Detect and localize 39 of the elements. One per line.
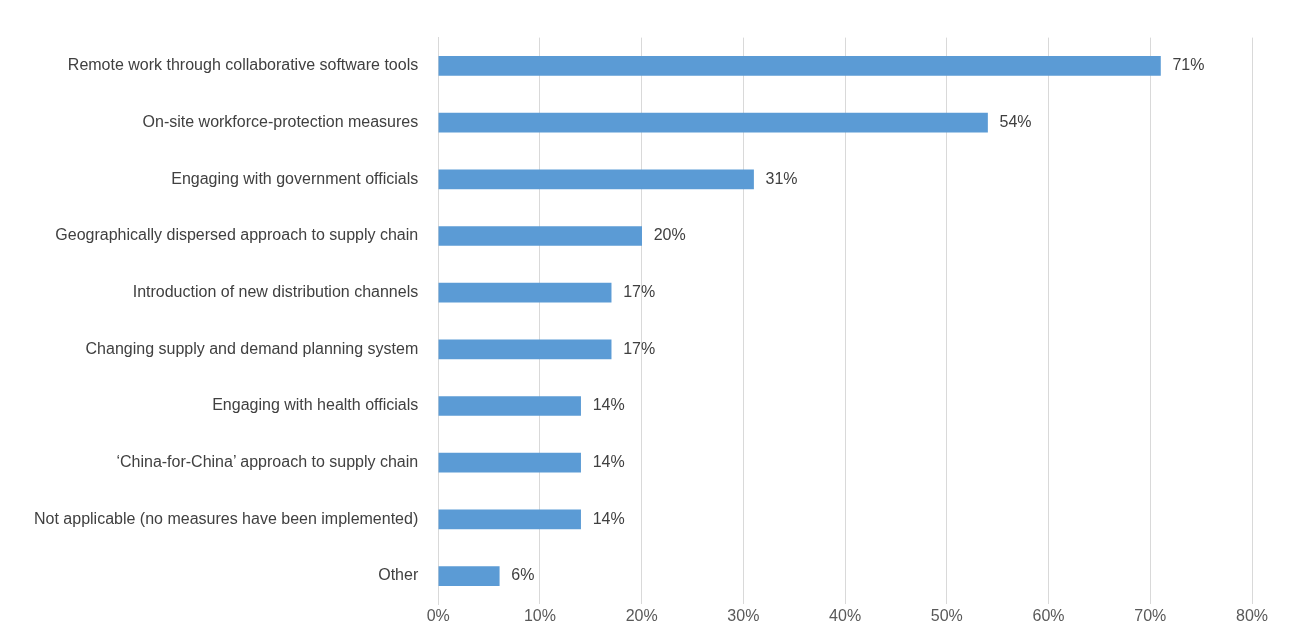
data-label: 71%: [1172, 56, 1205, 74]
bar: [438, 56, 1161, 76]
bar: [438, 509, 581, 530]
bar: [438, 226, 642, 246]
data-label: 14%: [592, 396, 625, 414]
bar: [438, 112, 988, 133]
x-tick-label: 30%: [727, 607, 760, 625]
y-tick-label: Changing supply and demand planning system: [85, 339, 419, 357]
y-tick-label: ‘China-for-China’ approach to supply chain: [116, 453, 419, 471]
data-label: 17%: [623, 339, 656, 357]
data-label: 31%: [765, 169, 798, 187]
y-tick-label: Not applicable (no measures have been implemented): [34, 509, 419, 527]
bar: [438, 396, 581, 416]
data-label: 17%: [623, 283, 656, 301]
y-tick-label: Engaging with health officials: [212, 396, 419, 414]
y-tick-label: Remote work through collaborative software tools: [67, 56, 419, 74]
y-tick-label: Geographically dispersed approach to supply chain: [55, 226, 419, 244]
bar: [438, 566, 500, 586]
x-tick-label: 40%: [829, 607, 862, 625]
x-tick-label: 70%: [1134, 607, 1167, 625]
x-tick-label: 10%: [523, 607, 556, 625]
data-label: 14%: [592, 453, 625, 471]
x-tick-label: 60%: [1032, 607, 1065, 625]
bar: [438, 282, 612, 303]
bar: [438, 452, 581, 473]
x-tick-label: 80%: [1235, 607, 1269, 625]
bar: [438, 169, 754, 190]
x-tick-label: 50%: [930, 607, 963, 625]
data-label: 20%: [653, 226, 686, 244]
x-tick-label: 0%: [426, 607, 450, 625]
bar: [438, 339, 612, 360]
data-label: 54%: [999, 113, 1032, 131]
data-label: 6%: [511, 566, 535, 584]
y-tick-label: Other: [378, 566, 419, 584]
y-tick-label: Engaging with government officials: [171, 169, 419, 187]
y-tick-label: On-site workforce-protection measures: [142, 113, 419, 131]
x-tick-label: 20%: [625, 607, 658, 625]
data-label: 14%: [592, 509, 625, 527]
y-tick-label: Introduction of new distribution channels: [132, 283, 419, 301]
